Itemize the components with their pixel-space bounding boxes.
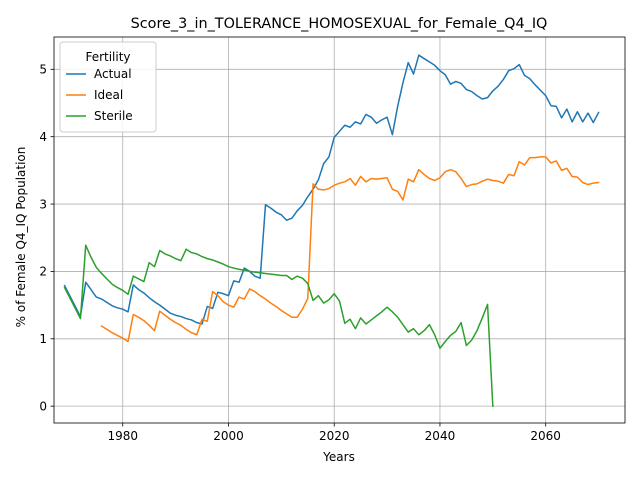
series-layer [63, 54, 600, 407]
legend-title: Fertility [85, 50, 130, 64]
y-axis-label: % of Female Q4_IQ Population [14, 147, 28, 328]
legend-label-actual: Actual [94, 67, 132, 81]
y-tick-label: 2 [39, 265, 47, 279]
grid [54, 37, 625, 423]
legend-label-ideal: Ideal [94, 88, 123, 102]
axis-ticks: 1980 2000 2020 2040 2060 0 1 2 3 4 5 [39, 63, 561, 443]
chart-title: Score_3_in_TOLERANCE_HOMOSEXUAL_for_Fema… [131, 16, 548, 32]
x-axis-label: Years [322, 450, 355, 464]
x-tick-label: 2060 [530, 429, 561, 443]
x-tick-label: 2020 [319, 429, 350, 443]
y-tick-label: 0 [39, 399, 47, 413]
legend-entries: Actual Ideal Sterile [66, 67, 133, 123]
legend-label-sterile: Sterile [94, 109, 133, 123]
y-tick-label: 3 [39, 197, 47, 211]
series-line-ideal [100, 156, 600, 343]
plot-frame [53, 36, 626, 424]
legend: Fertility Actual Ideal Sterile [59, 41, 157, 133]
y-tick-label: 4 [39, 130, 47, 144]
x-tick-label: 2040 [425, 429, 456, 443]
series-line-sterile [63, 244, 494, 407]
series-line-actual [63, 54, 600, 325]
y-tick-label: 5 [39, 63, 47, 77]
x-tick-label: 2000 [213, 429, 244, 443]
x-tick-label: 1980 [107, 429, 138, 443]
y-tick-label: 1 [39, 332, 47, 346]
legend-box [59, 41, 157, 133]
